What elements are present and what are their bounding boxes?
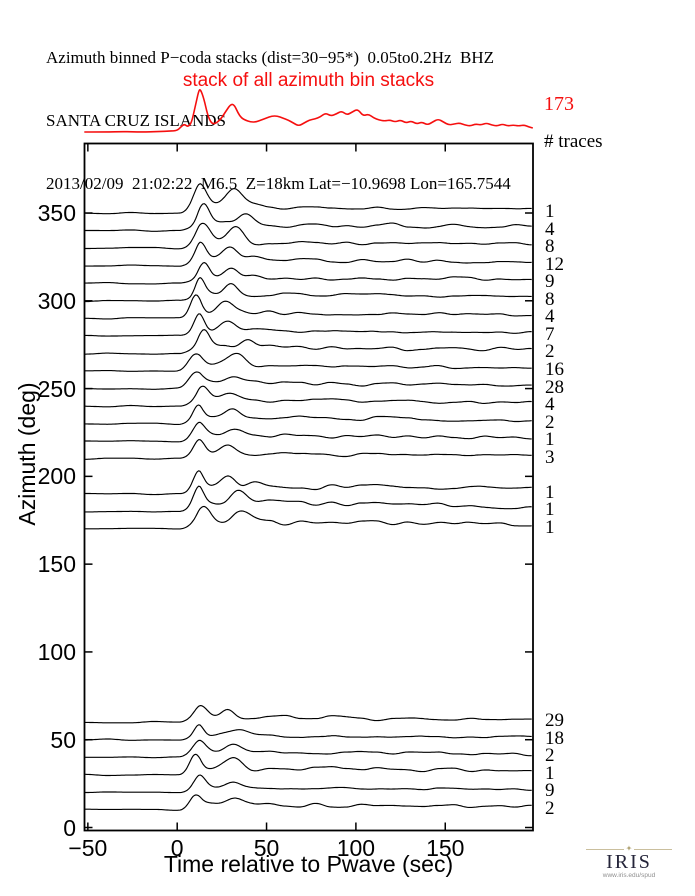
trace-count-label-az220: 1 (545, 429, 555, 451)
x-tick-label-0: 0 (170, 835, 184, 861)
azimuth-bin-trace-210 (84, 439, 532, 460)
trace-count-label-az40: 2 (545, 745, 555, 767)
stack-total-trace-count: 173 (544, 93, 574, 115)
azimuth-bin-trace-260 (84, 352, 532, 372)
azimuth-bin-trace-330 (84, 222, 532, 250)
azimuth-bin-trace-60 (84, 705, 532, 724)
plot-box (83, 142, 534, 832)
trace-count-label-az290: 4 (545, 306, 555, 328)
trace-count-label-az50: 18 (545, 727, 564, 749)
azimuth-bin-trace-240 (84, 385, 532, 408)
azimuth-bin-trace-310 (84, 262, 532, 285)
azimuth-bin-trace-10 (84, 794, 532, 811)
azimuth-bin-trace-40 (84, 739, 532, 759)
azimuth-bin-trace-50 (84, 724, 532, 741)
trace-count-label-az30: 1 (545, 762, 555, 784)
trace-count-label-az20: 9 (545, 780, 555, 802)
stack-plot-label: stack of all azimuth bin stacks (182, 70, 435, 91)
azimuth-bin-trace-340 (84, 203, 532, 232)
traces-column-heading: # traces (544, 131, 603, 152)
trace-count-label-az260: 16 (545, 359, 564, 381)
trace-count-label-az280: 7 (545, 323, 555, 345)
trace-count-label-az250: 28 (545, 376, 564, 398)
figure-title-line2: SANTA CRUZ ISLANDS (46, 111, 226, 130)
iris-logo-text: IRIS (606, 851, 652, 873)
trace-count-label-az310: 9 (545, 271, 555, 293)
trace-count-label-az340: 4 (545, 218, 555, 240)
trace-count-label-az210: 3 (545, 446, 555, 468)
y-tick-label-200: 200 (37, 463, 76, 490)
trace-count-label-az60: 29 (545, 710, 564, 732)
azimuth-bin-trace-220 (84, 421, 532, 443)
trace-count-label-az270: 2 (545, 341, 555, 363)
figure-title-line3: 2013/02/09 21:02:22 M6.5 Z=18km Lat=−10.… (46, 174, 511, 193)
x-tick-label-100: 100 (336, 835, 376, 861)
trace-count-label-az320: 12 (545, 253, 564, 275)
trace-count-label-az180: 1 (545, 499, 555, 521)
azimuth-bin-trace-270 (84, 329, 532, 355)
azimuth-bin-trace-20 (84, 774, 532, 794)
y-tick-label-350: 350 (37, 200, 76, 226)
figure-title-block: Azimuth binned P−coda stacks (dist=30−95… (46, 5, 511, 236)
azimuth-bin-trace-180 (84, 485, 532, 513)
azimuth-bin-trace-290 (84, 294, 532, 320)
trace-count-label-az230: 2 (545, 411, 555, 433)
azimuth-bin-trace-170 (84, 505, 532, 530)
x-axis-label: Time relative to Pwave (sec) (163, 851, 454, 877)
trace-count-label-az300: 8 (545, 288, 555, 310)
y-tick-label-50: 50 (50, 726, 76, 753)
azimuth-bin-trace-250 (84, 371, 532, 390)
y-tick-label-0: 0 (63, 814, 76, 841)
azimuth-bin-trace-230 (84, 404, 532, 425)
trace-count-label-az330: 8 (545, 236, 555, 258)
y-tick-label-250: 250 (37, 375, 76, 402)
y-tick-label-300: 300 (37, 287, 76, 314)
stack-of-all-trace (84, 89, 534, 133)
trace-count-label-az350: 1 (545, 201, 555, 222)
trace-count-label-az10: 2 (545, 797, 555, 819)
azimuth-bin-trace-190 (84, 470, 532, 496)
x-tick-label-50: 50 (253, 835, 280, 861)
azimuth-bin-trace-30 (84, 753, 532, 777)
azimuth-bin-trace-350 (84, 183, 532, 215)
trace-count-label-az240: 4 (545, 394, 555, 416)
y-tick-label-100: 100 (37, 638, 76, 665)
trace-count-label-az170: 1 (545, 517, 555, 539)
azimuth-bin-trace-280 (84, 313, 532, 337)
iris-star-icon: ✦ (576, 845, 682, 853)
trace-count-label-az190: 1 (545, 481, 555, 503)
azimuth-bin-trace-320 (84, 241, 532, 267)
azimuth-bin-trace-300 (84, 277, 532, 303)
iris-logo-url: www.iris.edu/spud (602, 872, 656, 879)
iris-logo: ✦ IRIS www.iris.edu/spud (576, 845, 682, 879)
y-tick-label-150: 150 (37, 551, 76, 578)
figure-title-line1: Azimuth binned P−coda stacks (dist=30−95… (46, 48, 495, 67)
x-tick-label--50: −50 (68, 835, 108, 861)
x-tick-label-150: 150 (426, 835, 465, 861)
